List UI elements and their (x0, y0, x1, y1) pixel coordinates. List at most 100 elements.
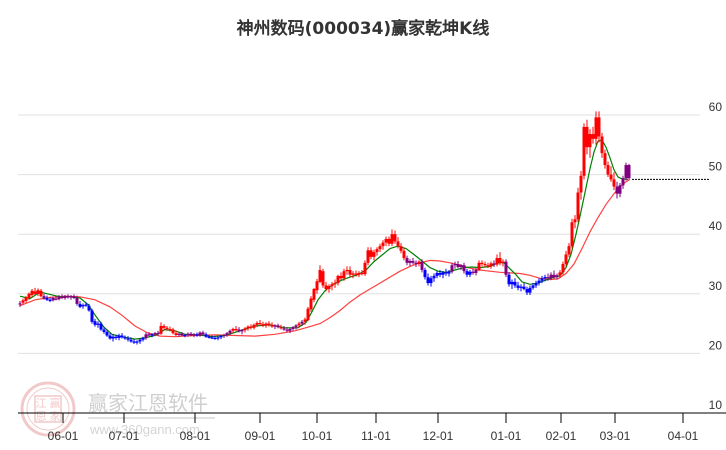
watermark-brand: 赢家江恩软件 (88, 391, 208, 415)
candle (621, 178, 625, 186)
candle (156, 333, 160, 335)
seal-logo-icon: 江 赢 恩 家 (20, 381, 76, 437)
y-tick-label: 40 (709, 219, 723, 233)
candle (141, 337, 145, 340)
candle (534, 283, 538, 286)
candle (165, 327, 169, 329)
candle (426, 277, 430, 284)
candle (486, 265, 490, 267)
candle (120, 335, 124, 338)
candle (255, 323, 259, 325)
candle (243, 328, 247, 331)
candle (96, 323, 100, 325)
candle (210, 337, 214, 339)
candle (417, 261, 421, 264)
y-tick-label: 60 (709, 100, 723, 114)
candle (489, 263, 493, 267)
candle (597, 117, 601, 137)
candle (345, 269, 349, 272)
candle (591, 134, 595, 139)
x-tick-label: 11-01 (361, 429, 391, 443)
candle (222, 334, 226, 337)
candle (576, 192, 580, 220)
y-axis: 10 20 30 40 50 60 (709, 100, 723, 412)
candle (555, 275, 559, 278)
candle (306, 308, 310, 321)
candle (234, 328, 238, 331)
candle (258, 323, 262, 325)
candle (477, 262, 481, 270)
x-tick-label: 08-01 (180, 429, 211, 443)
candle (162, 325, 166, 328)
candle (411, 261, 415, 263)
candle (363, 262, 367, 275)
candle (573, 219, 577, 223)
candle (285, 329, 289, 331)
candle (228, 330, 232, 334)
candle (123, 337, 127, 339)
candle (153, 333, 157, 335)
candle (267, 323, 271, 325)
candle (468, 271, 472, 275)
candle (408, 261, 412, 263)
candle (354, 273, 358, 275)
candle (429, 278, 433, 284)
candle (129, 339, 133, 342)
candle (600, 136, 604, 154)
candle (51, 297, 55, 301)
candle (288, 328, 292, 331)
candle (138, 339, 142, 342)
candle (42, 296, 46, 299)
candle (114, 336, 118, 338)
candle (333, 283, 337, 285)
candle (495, 258, 499, 265)
candle (606, 165, 610, 175)
candle (21, 300, 25, 303)
candle (192, 334, 196, 336)
candle (369, 250, 373, 257)
candle (492, 263, 496, 265)
x-tick-label: 02-01 (546, 429, 577, 443)
candle (456, 264, 460, 267)
candle (249, 326, 253, 328)
candle (561, 264, 565, 273)
candle (390, 234, 394, 244)
candle (351, 273, 355, 275)
candle (177, 333, 181, 335)
candle (318, 269, 322, 282)
candle (435, 272, 439, 276)
y-tick-label: 10 (709, 398, 723, 412)
candle (525, 289, 529, 293)
candle (300, 321, 304, 324)
candle (462, 265, 466, 272)
candle (393, 234, 397, 242)
candle (93, 321, 97, 325)
candle (396, 241, 400, 247)
candle (261, 324, 265, 326)
candle (264, 323, 268, 326)
candle (348, 269, 352, 275)
candle (504, 261, 508, 275)
candle (219, 336, 223, 338)
candle (402, 250, 406, 259)
candle (594, 117, 598, 139)
candle (549, 274, 553, 279)
candle (174, 333, 178, 335)
candle (183, 334, 187, 337)
candle (48, 299, 52, 301)
candle (252, 324, 256, 328)
candle (201, 332, 205, 335)
candle (357, 272, 361, 275)
candle (24, 297, 28, 301)
candle (39, 290, 43, 297)
candle (171, 329, 175, 334)
candle (291, 327, 295, 329)
x-tick-label: 12-01 (423, 429, 454, 443)
candle (603, 153, 607, 166)
candle (522, 286, 526, 290)
candle (303, 319, 307, 322)
candle (579, 175, 583, 193)
x-tick-label: 01-01 (491, 429, 522, 443)
candle (339, 275, 343, 279)
y-tick-label: 30 (709, 279, 723, 293)
